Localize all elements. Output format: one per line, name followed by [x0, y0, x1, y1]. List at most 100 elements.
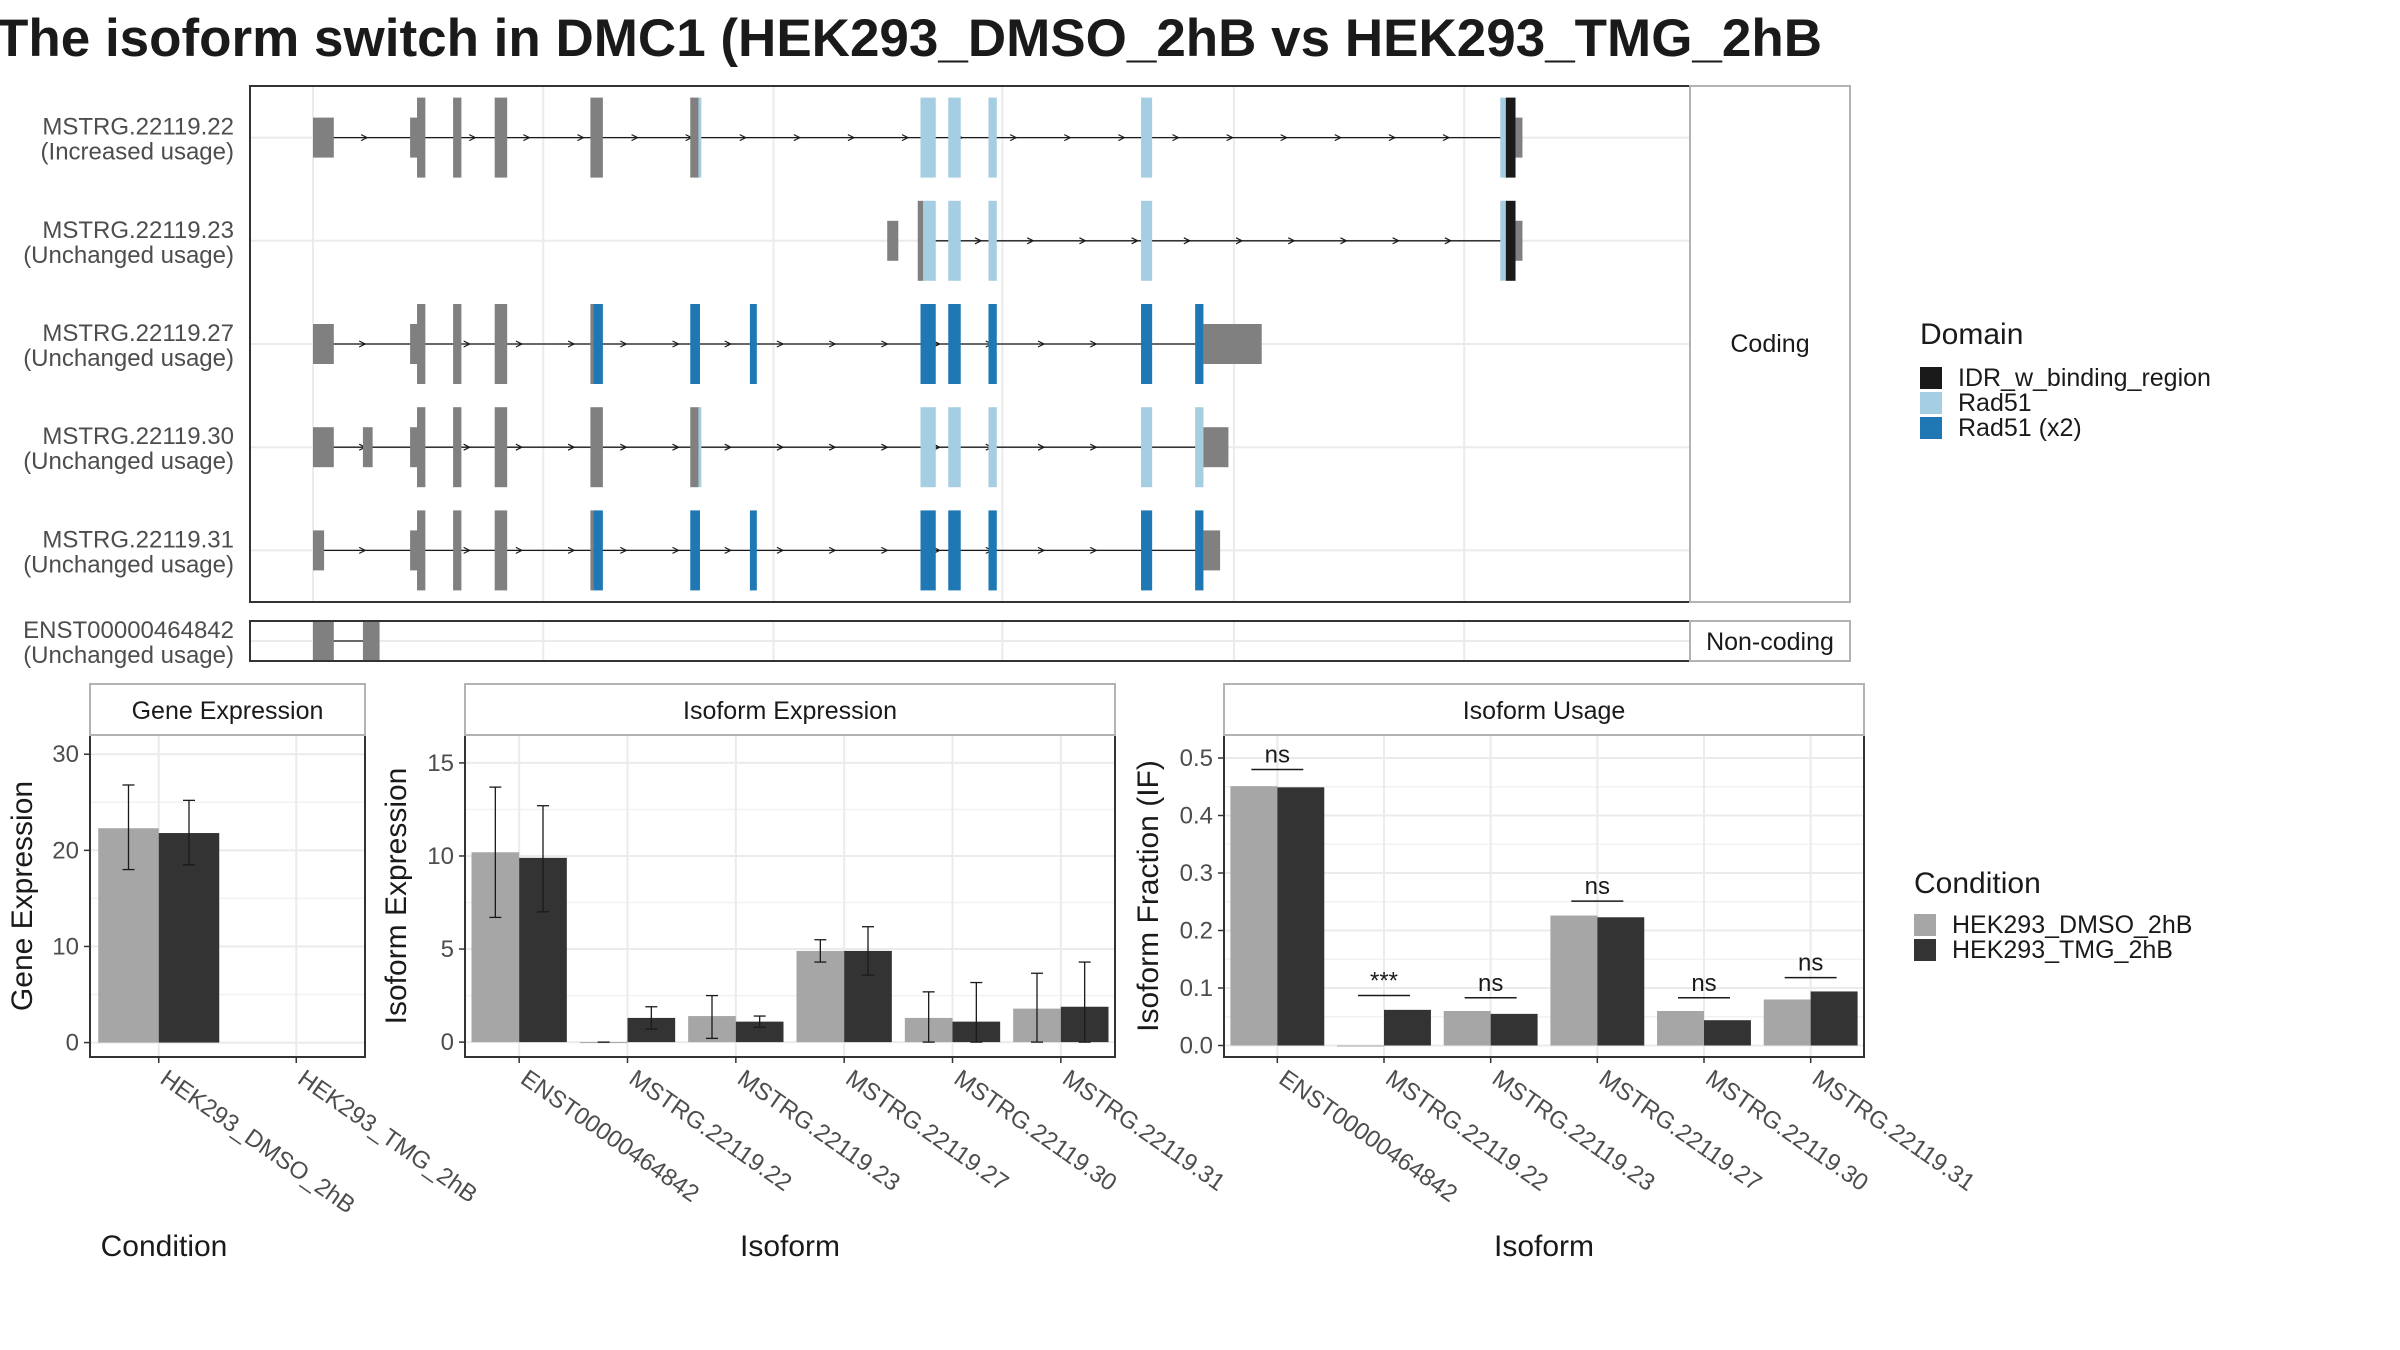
transcript-mstrg-22119-27 [313, 304, 1262, 384]
isoform-usage-bar-hek293-dmso-2hb-enst00000464842 [1230, 786, 1278, 1046]
exon-mstrg-22119-30-7 [690, 407, 699, 488]
intron-arrow [567, 340, 576, 348]
exon-mstrg-22119-30-6 [590, 407, 603, 488]
exon-mstrg-22119-22-4 [494, 97, 508, 178]
isoform-usage-ytick-label: 0.2 [1180, 918, 1213, 945]
transcript-structure-panel: MSTRG.22119.22(Increased usage) MSTRG.221… [23, 85, 1851, 669]
intron-arrow [1334, 134, 1343, 142]
exon-mstrg-22119-30-4 [453, 407, 462, 488]
isoform-usage-significance-label: *** [1370, 967, 1398, 994]
exon-mstrg-22119-27-14 [1203, 324, 1262, 364]
exon-mstrg-22119-30-14 [1203, 427, 1229, 468]
intron-arrow [1287, 237, 1296, 245]
intron-arrow [1037, 340, 1046, 348]
intron-arrow [631, 134, 639, 142]
domain-legend-title: Domain [1920, 318, 2023, 351]
isoform-usage-bar-hek293-tmg-2hb-enst00000464842 [1277, 787, 1325, 1046]
domain-legend-swatch-rad51 [1920, 392, 1942, 414]
isoform-expression-y-axis-title: Isoform Expression [380, 768, 413, 1025]
exon-mstrg-22119-22-14 [1515, 117, 1523, 158]
gene-expression-x-axis-title: Condition [101, 1230, 228, 1263]
isoform-expression-strip-title: Isoform Expression [683, 697, 897, 725]
isoform-usage-y-axis-title: Isoform Fraction (IF) [1132, 760, 1165, 1032]
exon-mstrg-22119-22-8 [920, 97, 936, 178]
isoform-usage-bar-hek293-tmg-2hb-mstrg-22119-31 [1810, 991, 1858, 1046]
transcript-mstrg-22119-22 [313, 97, 1523, 178]
intron-arrow [881, 443, 889, 451]
intron-arrow [1183, 237, 1192, 245]
exon-mstrg-22119-31-0 [313, 530, 325, 571]
exon-mstrg-22119-30-0 [313, 427, 334, 468]
exon-mstrg-22119-31-11 [988, 510, 997, 591]
intron-arrow [1172, 134, 1180, 142]
intron-arrow [1037, 546, 1046, 554]
condition-legend-label-hek293-tmg-2hb: HEK293_TMG_2hB [1952, 936, 2173, 964]
isoform-expression-ytick-label: 15 [427, 750, 454, 777]
transcript-mstrg-22119-23 [887, 200, 1523, 281]
exon-mstrg-22119-30-3 [410, 427, 419, 468]
exon-mstrg-22119-31-14 [1203, 530, 1221, 571]
exon-mstrg-22119-30-13 [1195, 407, 1204, 488]
isoform-expression-plot-bg [465, 735, 1115, 1057]
intron-arrow [828, 546, 837, 554]
isoform-usage-bar-hek293-dmso-2hb-mstrg-22119-27 [1550, 915, 1598, 1046]
exon-mstrg-22119-27-4 [494, 304, 508, 384]
exon-mstrg-22119-23-2 [923, 200, 936, 281]
isoform-expression-xtick-label-enst00000464842: ENST00000464842 [516, 1065, 704, 1208]
exon-mstrg-22119-23-5 [1141, 200, 1153, 281]
intron-arrow [469, 134, 477, 142]
isoform-expression-bar-hek293-tmg-2hb-mstrg-22119-23 [735, 1021, 784, 1043]
isoform-usage-bar-hek293-tmg-2hb-mstrg-22119-27 [1597, 917, 1645, 1046]
exon-mstrg-22119-22-6 [690, 97, 699, 178]
intron-arrow [463, 340, 471, 348]
isoform-expression-x-axis-title: Isoform [740, 1230, 840, 1263]
isoform-usage-x-axis-title: Isoform [1494, 1230, 1594, 1263]
exon-mstrg-22119-22-7 [698, 97, 702, 178]
intron-arrow [724, 340, 733, 348]
transcript-usage-mstrg-22119-27: (Unchanged usage) [23, 345, 234, 372]
chart-title: The isoform switch in DMC1 (HEK293_DMSO_… [0, 9, 1822, 68]
isoform-usage-ytick-label: 0.4 [1180, 803, 1213, 830]
isoform-expression-bar-hek293-dmso-2hb-mstrg-22119-27 [796, 950, 845, 1043]
intron-arrow [577, 134, 585, 142]
isoform-usage-bar-hek293-dmso-2hb-mstrg-22119-22 [1337, 1045, 1384, 1047]
isoform-expression-strip [464, 683, 1116, 736]
intron-arrow [881, 546, 889, 554]
condition-legend-label-hek293-dmso-2hb: HEK293_DMSO_2hB [1952, 911, 2192, 939]
domain-legend-label-rad51: Rad51 [1958, 389, 2032, 417]
exon-mstrg-22119-30-1 [362, 427, 373, 468]
exon-mstrg-22119-27-5 [590, 304, 594, 384]
isoform-usage-xtick-label-enst00000464842: ENST00000464842 [1274, 1065, 1462, 1208]
gene-expression-bar-hek293-tmg-2hb-hek293-dmso-2hb [158, 833, 220, 1043]
isoform-usage-strip-title: Isoform Usage [1463, 697, 1626, 725]
exon-mstrg-22119-31-7 [690, 510, 700, 591]
exon-mstrg-22119-23-6 [1500, 200, 1506, 281]
gene-expression-ytick-label: 20 [52, 837, 79, 864]
gene-expression-strip [89, 683, 366, 736]
intron-arrow [776, 340, 785, 348]
exon-mstrg-22119-23-3 [948, 200, 961, 281]
exon-mstrg-22119-23-4 [988, 200, 997, 281]
exon-mstrg-22119-22-5 [590, 97, 603, 178]
intron-arrow [847, 134, 856, 142]
exon-enst00000464842-0 [313, 621, 334, 661]
intron-arrow [1064, 134, 1072, 142]
exon-mstrg-22119-30-8 [698, 407, 702, 488]
transcript-usage-mstrg-22119-23: (Unchanged usage) [23, 242, 234, 269]
intron-arrow [724, 546, 733, 554]
transcript-usage-enst00000464842: (Unchanged usage) [23, 642, 234, 669]
facet-label-coding: Coding [1730, 330, 1809, 358]
transcript-label-mstrg-22119-30: MSTRG.22119.30 [42, 423, 234, 450]
gene-expression-ytick-label: 30 [52, 741, 79, 768]
intron-arrow [672, 340, 680, 348]
exon-mstrg-22119-23-7 [1505, 200, 1516, 281]
exon-mstrg-22119-22-0 [313, 117, 334, 158]
exon-mstrg-22119-31-3 [453, 510, 462, 591]
exon-mstrg-22119-31-6 [593, 510, 603, 591]
isoform-usage-bar-hek293-dmso-2hb-mstrg-22119-31 [1763, 999, 1811, 1046]
intron-arrow [1026, 237, 1035, 245]
exon-mstrg-22119-27-6 [593, 304, 603, 384]
domain-legend-swatch-idr-w-binding-region [1920, 367, 1942, 389]
